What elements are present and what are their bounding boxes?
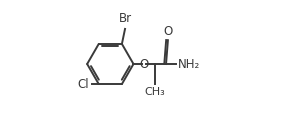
Text: NH₂: NH₂: [178, 57, 200, 71]
Text: O: O: [163, 25, 173, 38]
Text: CH₃: CH₃: [144, 87, 165, 97]
Text: Cl: Cl: [78, 78, 89, 91]
Text: O: O: [140, 57, 149, 71]
Text: Br: Br: [118, 12, 132, 25]
